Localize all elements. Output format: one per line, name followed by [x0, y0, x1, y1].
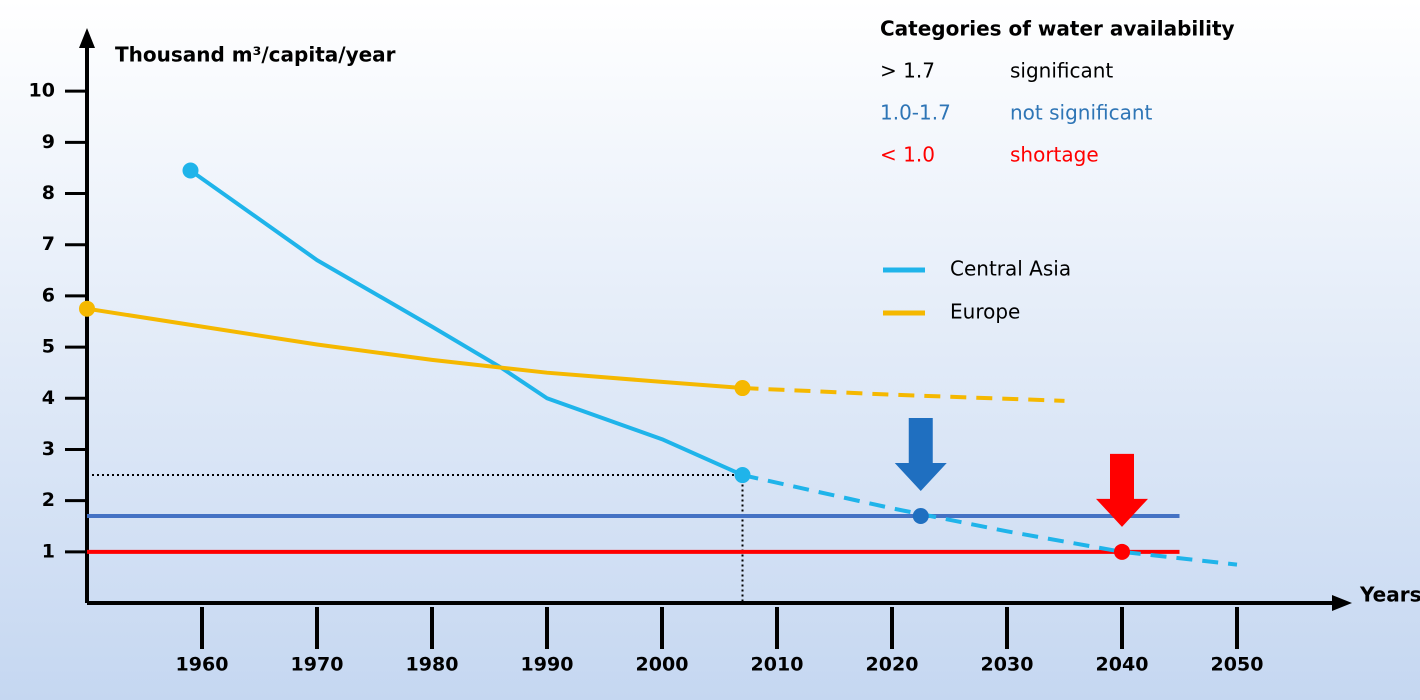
- y-tick-label: 3: [42, 438, 55, 460]
- marker-arrow: [1096, 453, 1148, 527]
- category-label: shortage: [1010, 143, 1099, 167]
- series-dot: [734, 467, 751, 484]
- x-tick-label: 1960: [176, 654, 229, 676]
- y-tick-label: 2: [42, 489, 55, 511]
- guide-line: [87, 474, 744, 603]
- category-range: 1.0-1.7: [880, 101, 951, 125]
- series-line: [86, 306, 743, 391]
- y-tick-label: 1: [42, 540, 55, 562]
- series-dot: [79, 300, 95, 317]
- y-tick-label: 7: [42, 233, 55, 255]
- y-axis-arrow: [79, 28, 95, 48]
- x-tick-label: 1970: [291, 654, 344, 676]
- y-axis-label: Thousand m³/capita/year: [115, 43, 396, 67]
- series-line: [189, 168, 744, 477]
- legend-label: Europe: [950, 300, 1020, 324]
- y-tick-label: 6: [42, 284, 55, 306]
- x-tick-label: 2030: [981, 654, 1034, 676]
- y-tick-label: 8: [42, 182, 55, 204]
- x-tick-label: 2050: [1211, 654, 1264, 676]
- marker-arrow: [894, 417, 947, 491]
- x-tick-label: 2040: [1096, 654, 1149, 676]
- legend-label: Central Asia: [950, 257, 1071, 281]
- x-axis-label: Years: [1359, 583, 1420, 607]
- series-dot: [182, 162, 199, 179]
- x-tick-label: 2010: [751, 654, 804, 676]
- category-label: not significant: [1010, 101, 1153, 125]
- x-tick-label: 2020: [866, 654, 919, 676]
- projection-line: [742, 386, 1065, 403]
- category-label: significant: [1010, 59, 1113, 83]
- x-tick-label: 1980: [406, 654, 459, 676]
- category-range: < 1.0: [880, 143, 935, 167]
- category-range: > 1.7: [880, 59, 935, 83]
- y-tick-label: 5: [42, 336, 55, 358]
- y-tick-label: 9: [42, 131, 55, 153]
- x-tick-label: 2000: [636, 654, 689, 676]
- marker-dot: [912, 507, 929, 524]
- projection-line: [742, 473, 1238, 567]
- categories-title: Categories of water availability: [880, 17, 1235, 41]
- series-dot: [734, 380, 751, 397]
- x-axis-arrow: [1332, 595, 1352, 611]
- x-tick-label: 1990: [521, 654, 574, 676]
- y-tick-label: 10: [29, 80, 55, 102]
- y-tick-label: 4: [42, 387, 55, 409]
- marker-dot: [1114, 543, 1130, 560]
